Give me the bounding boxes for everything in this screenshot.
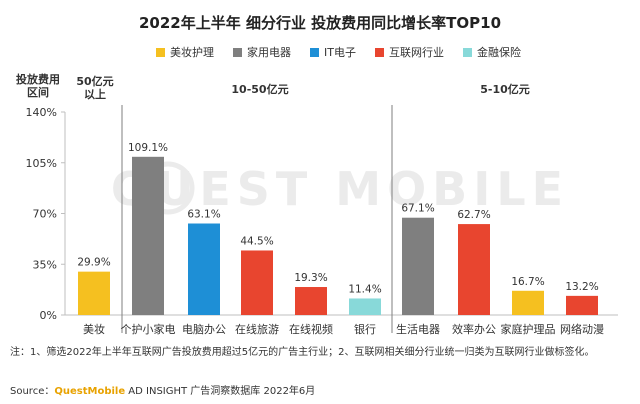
x-tick-label: 生活电器: [396, 322, 440, 336]
y-axis-label-line-2: 区间: [27, 86, 49, 99]
y-tick-label: 35%: [33, 258, 57, 271]
source-brand: QuestMobile: [54, 386, 126, 397]
y-tick-label: 140%: [26, 106, 57, 119]
legend-label: 家用电器: [247, 46, 291, 59]
group-label-50-plus-line-2: 以上: [84, 88, 106, 101]
y-axis-label: 投放费用 区间: [8, 73, 68, 99]
bar: [349, 298, 381, 315]
group-label-50-plus: 50亿元 以上: [68, 75, 122, 101]
bar: [188, 223, 220, 315]
legend-label: 美妆护理: [170, 46, 214, 59]
x-tick-label: 在线旅游: [235, 322, 279, 336]
x-tick-label: 网络动漫: [560, 322, 604, 336]
bar-value-label: 109.1%: [128, 142, 168, 154]
y-axis-label-line-1: 投放费用: [16, 73, 60, 86]
x-tick-label: 电脑办公: [182, 323, 226, 336]
bar-value-label: 16.7%: [511, 276, 544, 288]
x-tick-label: 在线视频: [289, 322, 333, 336]
bar-value-label: 29.9%: [77, 257, 110, 269]
source-line: Source：QuestMobile AD INSIGHT 广告洞察数据库 20…: [10, 382, 315, 397]
bar-value-label: 44.5%: [240, 235, 273, 247]
group-label-50-plus-line-1: 50亿元: [76, 75, 114, 88]
legend-swatch: [374, 47, 384, 57]
bar: [566, 295, 598, 315]
bar: [295, 287, 327, 315]
bar: [132, 156, 164, 315]
legend-swatch: [462, 47, 472, 57]
y-tick-label: 0%: [40, 309, 57, 322]
bar-value-label: 19.3%: [294, 272, 327, 284]
bar-value-label: 13.2%: [565, 281, 598, 293]
bar-value-label: 11.4%: [348, 283, 381, 295]
bar-value-label: 67.1%: [401, 203, 434, 215]
legend-label: IT电子: [324, 46, 356, 59]
group-label-5-10: 5-10亿元: [455, 83, 555, 96]
bar-value-label: 62.7%: [457, 209, 490, 221]
legend-item: 互联网行业: [374, 44, 444, 60]
group-label-5-10-line-1: 5-10亿元: [480, 83, 530, 96]
legend-label: 互联网行业: [388, 46, 444, 59]
legend-item: 美妆护理: [156, 44, 214, 60]
x-tick-label: 银行: [354, 322, 376, 336]
legend-swatch: [156, 47, 165, 57]
y-tick-label: 105%: [26, 157, 57, 170]
bar: [78, 271, 110, 315]
group-label-10-50: 10-50亿元: [200, 83, 320, 96]
legend-item: 家用电器: [233, 44, 291, 60]
legend-swatch: [233, 47, 242, 57]
bar: [241, 250, 273, 315]
bar: [402, 217, 434, 315]
legend-swatch: [310, 47, 319, 57]
group-label-10-50-line-1: 10-50亿元: [231, 83, 289, 96]
x-tick-label: 效率办公: [452, 322, 496, 336]
legend-label: 金融保险: [476, 46, 521, 59]
x-tick-label: 个护小家电: [121, 322, 176, 336]
bar: [512, 290, 544, 315]
source-rest: AD INSIGHT 广告洞察数据库 2022年6月: [125, 386, 316, 397]
legend-item: IT电子: [310, 44, 356, 60]
bar-value-label: 63.1%: [187, 209, 220, 221]
x-tick-label: 家庭护理品: [501, 322, 556, 336]
y-tick-label: 70%: [33, 208, 57, 221]
legend: 美妆护理 家用电器 IT电子 互联网行业 金融保险: [156, 44, 521, 60]
legend-item: 金融保险: [462, 44, 521, 60]
source-prefix: Source：: [10, 386, 55, 397]
footnote: 注：1、筛选2022年上半年互联网广告投放费用超过5亿元的广告主行业；2、互联网…: [10, 347, 595, 358]
x-tick-label: 美妆: [83, 323, 105, 336]
chart-title: 2022年上半年 细分行业 投放费用同比增长率TOP10: [138, 14, 502, 32]
bar: [458, 224, 490, 315]
